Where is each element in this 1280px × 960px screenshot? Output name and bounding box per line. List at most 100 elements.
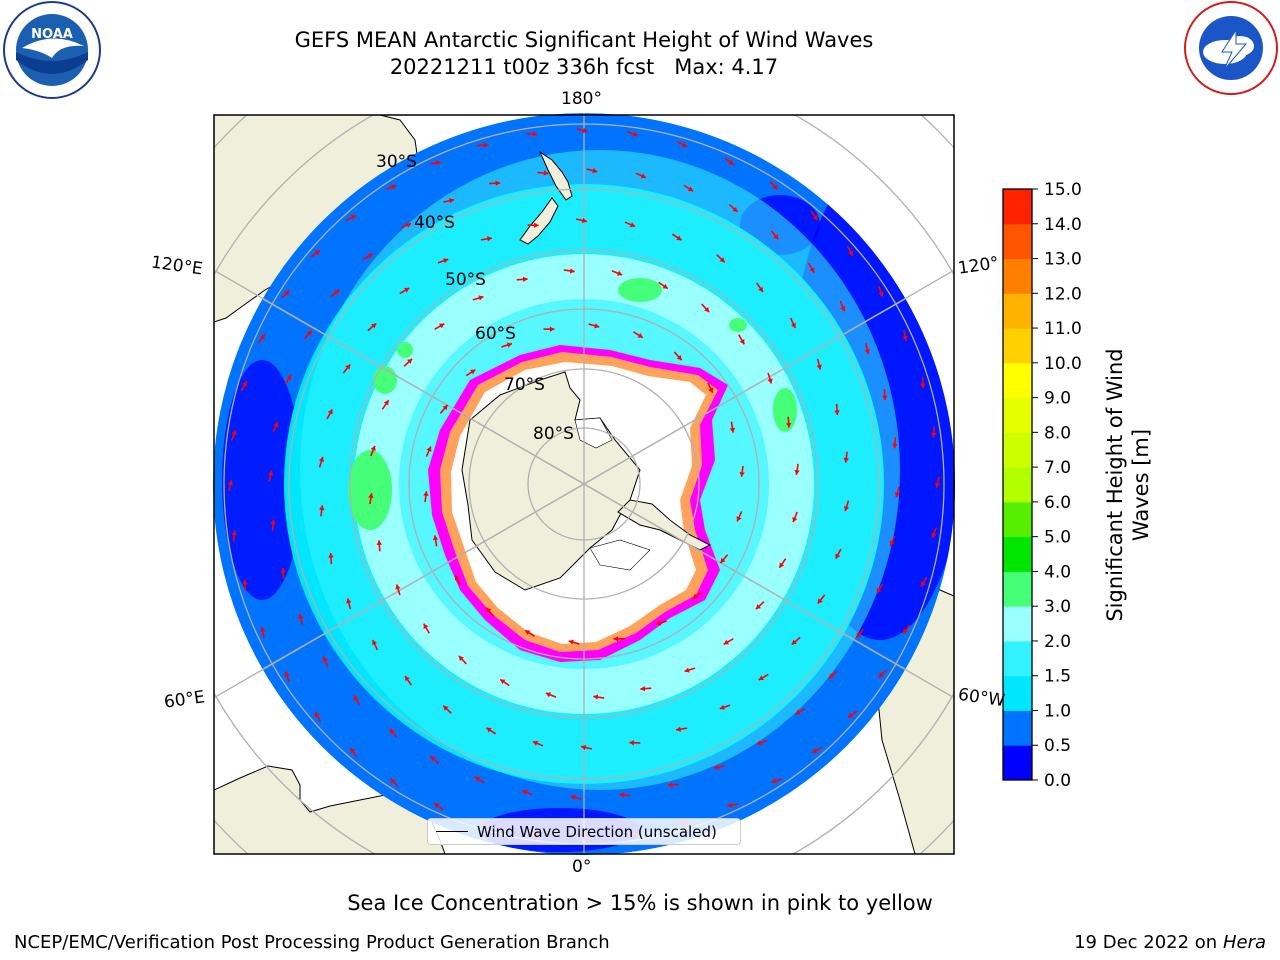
wave-direction-arrowhead	[286, 374, 292, 381]
wave-direction-arrowhead	[395, 584, 401, 590]
wave-direction-arrowhead	[876, 587, 882, 594]
wave-direction-arrowhead	[353, 695, 359, 701]
africa-landmass	[214, 765, 446, 854]
colorbar-segment	[1003, 710, 1032, 746]
wave-direction-arrowhead	[809, 267, 815, 273]
wave-direction-arrowhead	[792, 517, 798, 523]
wave-direction-arrowhead	[506, 342, 512, 348]
wave-direction-arrowhead	[637, 333, 643, 338]
colorbar-segment	[1003, 675, 1032, 711]
colorbar-tick-label: 13.0	[1044, 250, 1082, 270]
wave-direction-arrowhead	[454, 575, 460, 581]
wave-direction-arrowhead	[728, 159, 734, 165]
colorbar-tick-label: 8.0	[1044, 423, 1071, 443]
colorbar-tick-label: 11.0	[1044, 319, 1082, 339]
wave-direction-arrowhead	[736, 516, 742, 522]
wave-direction-arrowhead	[423, 623, 429, 629]
wave-direction-arrowhead	[284, 290, 290, 296]
wave-direction-arrowhead	[458, 655, 464, 662]
map-frame	[213, 114, 955, 855]
wave-direction-arrowhead	[739, 471, 745, 477]
wave-direction-arrowhead	[442, 404, 448, 411]
wave-direction-arrowhead	[676, 235, 682, 241]
wave-direction-arrowhead	[719, 257, 725, 263]
wave-direction-arrowhead	[231, 430, 237, 436]
wave-direction-arrowhead	[368, 493, 374, 499]
wave-direction-arrowhead	[729, 427, 736, 433]
wave-direction-arrowhead	[430, 756, 436, 762]
colorbar-segment	[1003, 258, 1032, 294]
wave-direction-arrowhead	[878, 672, 884, 678]
wave-direction-arrowhead	[434, 803, 440, 809]
wave-direction-arrowhead	[581, 217, 587, 224]
colorbar-segment	[1003, 223, 1032, 260]
colorbar-tick-label: 7.0	[1044, 458, 1071, 478]
colorbar-segment	[1003, 606, 1032, 642]
wave-direction-arrowhead	[882, 395, 888, 401]
nws-logo	[1184, 1, 1278, 95]
colorbar-tick-label: 2.0	[1044, 632, 1071, 652]
green-patch-1	[348, 450, 392, 530]
wave-direction-arrowhead	[756, 740, 762, 746]
wave-direction-arrowhead	[532, 131, 538, 137]
wave-direction-arrowhead	[629, 222, 636, 228]
wave-direction-arrowhead	[720, 557, 726, 564]
map-legend: Wind Wave Direction (unscaled)	[427, 818, 741, 845]
wave-direction-arrowhead	[681, 142, 687, 147]
wave-direction-arrowhead	[391, 184, 397, 190]
wave-direction-arrowhead	[389, 728, 395, 734]
colorbar-segment	[1003, 328, 1032, 364]
wave-direction-arrowhead	[483, 142, 489, 148]
wave-direction-arrowhead	[350, 748, 356, 754]
wave-direction-arrowhead	[785, 422, 792, 428]
wave-direction-arrowhead	[345, 364, 351, 370]
wave-direction-arrowhead	[790, 322, 796, 329]
wave-direction-arrowhead	[327, 409, 333, 415]
wave-direction-arrowhead	[921, 581, 926, 587]
legend-line-swatch	[436, 831, 468, 832]
colorbar-tick-label: 15.0	[1044, 180, 1082, 200]
wave-direction-arrowhead	[474, 776, 481, 782]
wave-direction-arrowhead	[732, 206, 738, 212]
wave-direction-arrowhead	[767, 378, 773, 384]
wave-direction-arrowhead	[522, 789, 528, 795]
chart-title: GEFS MEAN Antarctic Significant Height o…	[294, 28, 874, 52]
wave-direction-arrowhead	[322, 656, 328, 662]
wave-direction-arrowhead	[687, 186, 694, 192]
wave-direction-arrowhead	[314, 712, 320, 718]
wave-direction-arrowhead	[676, 355, 682, 361]
wave-direction-arrowhead	[581, 744, 587, 751]
wave-direction-arrowhead	[592, 168, 598, 174]
wave-direction-arrowhead	[423, 491, 429, 497]
wave-direction-arrowhead	[640, 685, 646, 692]
colorbar-segment	[1003, 397, 1032, 433]
wave-direction-arrowhead	[500, 679, 506, 685]
wave-direction-arrowhead	[931, 432, 937, 438]
wave-direction-arrowhead	[791, 639, 797, 645]
wave-direction-arrowhead	[593, 694, 599, 700]
wave-direction-arrowhead	[570, 794, 576, 800]
wave-direction-arrowhead	[795, 709, 801, 715]
wave-direction-arrowhead	[812, 748, 818, 754]
noaa-logo: NOAA	[3, 1, 101, 99]
wave-direction-arrowhead	[719, 704, 725, 710]
wave-direction-arrowhead	[812, 214, 818, 220]
wave-direction-arrowhead	[280, 567, 286, 573]
colorbar-tick-label: 1.0	[1044, 701, 1071, 721]
wave-direction-arrowhead	[834, 410, 840, 415]
wave-direction-arrowhead	[632, 131, 638, 137]
colorbar-frame	[1002, 188, 1033, 781]
wave-direction-arrowhead	[843, 457, 849, 463]
wave-direction-arrowhead	[704, 306, 710, 313]
wave-direction-arrowhead	[328, 553, 334, 558]
colorbar-segment	[1003, 362, 1032, 399]
wave-direction-arrowhead	[568, 639, 574, 645]
lat-label-60s: 60°S	[475, 324, 516, 344]
wave-direction-arrowhead	[894, 492, 900, 498]
wave-direction-arrowhead	[406, 358, 413, 364]
wave-direction-arrowhead	[404, 676, 410, 682]
lat-label-80s: 80°S	[533, 424, 574, 444]
wave-direction-arrowhead	[334, 289, 340, 295]
colorbar: 0.0 0.5 1.0 1.5 2.0 3.0 4.0 5.0 6.0 7.0 8.0 9.0 10.0…	[1002, 180, 1082, 791]
wave-direction-arrowhead	[779, 562, 785, 568]
